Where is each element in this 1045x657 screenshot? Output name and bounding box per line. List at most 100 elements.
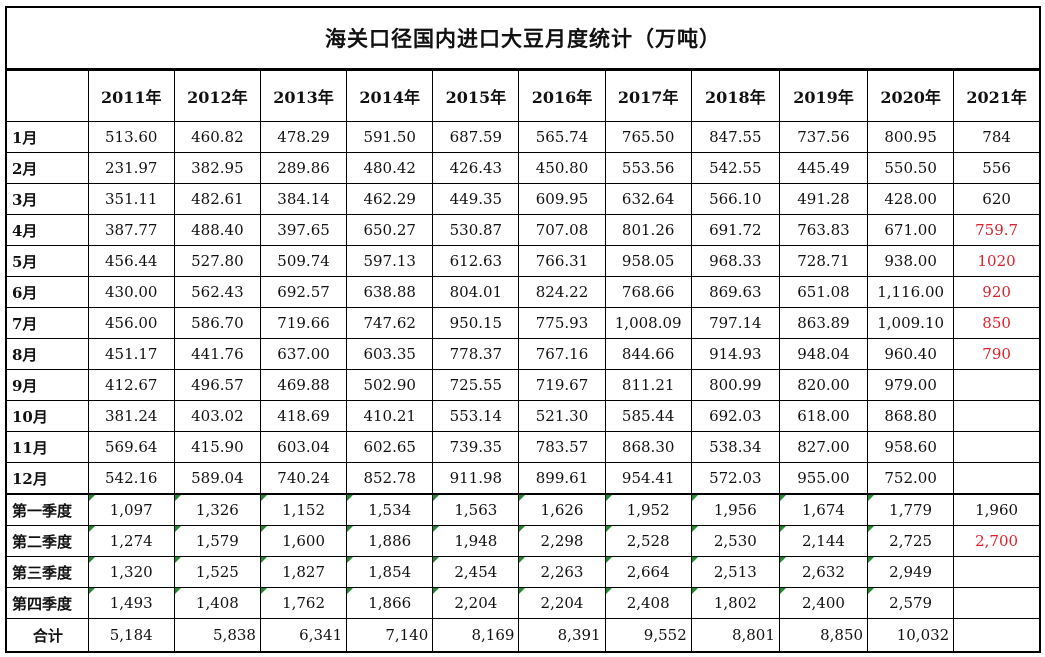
table-cell[interactable]: 403.02 <box>173 400 261 432</box>
row-label[interactable]: 6月 <box>4 276 89 308</box>
table-cell[interactable]: 620 <box>953 183 1042 215</box>
table-cell[interactable]: 1,827 <box>259 556 348 588</box>
table-cell[interactable]: 687.59 <box>432 121 520 153</box>
table-cell[interactable]: 1,493 <box>87 587 175 619</box>
table-cell[interactable]: 804.01 <box>432 276 520 308</box>
table-cell[interactable]: 811.21 <box>604 369 692 401</box>
table-cell[interactable]: 381.24 <box>87 400 175 432</box>
table-cell[interactable]: 914.93 <box>690 338 780 370</box>
table-cell[interactable]: 1,948 <box>432 525 520 557</box>
table-cell[interactable]: 824.22 <box>518 276 606 308</box>
table-cell[interactable]: 5,184 <box>87 618 175 653</box>
table-cell[interactable]: 1,674 <box>778 493 869 526</box>
table-cell[interactable]: 612.63 <box>432 245 520 277</box>
table-cell[interactable]: 948.04 <box>778 338 869 370</box>
table-cell[interactable]: 2,579 <box>867 587 955 619</box>
table-cell[interactable]: 384.14 <box>259 183 348 215</box>
column-header[interactable]: 2018年 <box>690 70 780 122</box>
table-cell[interactable]: 2,204 <box>432 587 520 619</box>
row-label[interactable]: 1月 <box>4 121 89 153</box>
table-cell[interactable]: 445.49 <box>778 152 869 184</box>
table-cell[interactable]: 950.15 <box>432 307 520 339</box>
table-cell[interactable]: 1020 <box>953 245 1042 277</box>
table-cell[interactable]: 2,530 <box>690 525 780 557</box>
table-cell[interactable]: 562.43 <box>173 276 261 308</box>
table-cell[interactable]: 725.55 <box>432 369 520 401</box>
table-cell[interactable]: 569.64 <box>87 431 175 463</box>
table-cell[interactable]: 1,886 <box>346 525 434 557</box>
table-cell[interactable] <box>953 587 1042 619</box>
row-label[interactable]: 12月 <box>4 462 89 495</box>
table-cell[interactable]: 1,952 <box>604 493 692 526</box>
row-label[interactable]: 第一季度 <box>4 493 89 526</box>
column-header[interactable]: 2012年 <box>173 70 261 122</box>
table-cell[interactable]: 289.86 <box>259 152 348 184</box>
table-cell[interactable]: 2,263 <box>518 556 606 588</box>
table-cell[interactable]: 783.57 <box>518 431 606 463</box>
table-cell[interactable]: 765.50 <box>604 121 692 153</box>
table-cell[interactable]: 8,850 <box>778 618 869 653</box>
row-label[interactable]: 3月 <box>4 183 89 215</box>
table-cell[interactable]: 469.88 <box>259 369 348 401</box>
table-cell[interactable]: 1,116.00 <box>867 276 955 308</box>
table-cell[interactable]: 397.65 <box>259 214 348 246</box>
table-cell[interactable]: 10,032 <box>867 618 955 653</box>
table-cell[interactable]: 800.99 <box>690 369 780 401</box>
table-cell[interactable]: 784 <box>953 121 1042 153</box>
table-cell[interactable]: 441.76 <box>173 338 261 370</box>
column-header[interactable]: 2011年 <box>87 70 175 122</box>
table-cell[interactable]: 597.13 <box>346 245 434 277</box>
row-label[interactable]: 11月 <box>4 431 89 463</box>
table-cell[interactable]: 820.00 <box>778 369 869 401</box>
table-cell[interactable]: 1,802 <box>690 587 780 619</box>
table-cell[interactable]: 609.95 <box>518 183 606 215</box>
table-cell[interactable]: 790 <box>953 338 1042 370</box>
table-cell[interactable]: 553.14 <box>432 400 520 432</box>
column-header[interactable]: 2020年 <box>867 70 955 122</box>
table-cell[interactable]: 968.33 <box>690 245 780 277</box>
table-cell[interactable]: 231.97 <box>87 152 175 184</box>
column-header[interactable] <box>4 70 89 122</box>
table-cell[interactable]: 1,326 <box>173 493 261 526</box>
table-cell[interactable]: 428.00 <box>867 183 955 215</box>
table-cell[interactable]: 1,866 <box>346 587 434 619</box>
table-cell[interactable]: 747.62 <box>346 307 434 339</box>
table-cell[interactable]: 691.72 <box>690 214 780 246</box>
column-header[interactable]: 2017年 <box>604 70 692 122</box>
table-cell[interactable]: 2,298 <box>518 525 606 557</box>
table-cell[interactable]: 2,400 <box>778 587 869 619</box>
table-cell[interactable]: 585.44 <box>604 400 692 432</box>
row-label[interactable]: 5月 <box>4 245 89 277</box>
table-cell[interactable]: 387.77 <box>87 214 175 246</box>
table-cell[interactable]: 513.60 <box>87 121 175 153</box>
table-cell[interactable]: 955.00 <box>778 462 869 495</box>
table-cell[interactable]: 456.00 <box>87 307 175 339</box>
table-cell[interactable]: 763.83 <box>778 214 869 246</box>
table-cell[interactable]: 958.60 <box>867 431 955 463</box>
table-cell[interactable]: 1,854 <box>346 556 434 588</box>
row-label[interactable]: 第四季度 <box>4 587 89 619</box>
table-cell[interactable]: 740.24 <box>259 462 348 495</box>
column-header[interactable]: 2021年 <box>953 70 1042 122</box>
table-cell[interactable]: 530.87 <box>432 214 520 246</box>
table-cell[interactable]: 637.00 <box>259 338 348 370</box>
table-cell[interactable]: 778.37 <box>432 338 520 370</box>
table-cell[interactable]: 1,579 <box>173 525 261 557</box>
table-cell[interactable]: 488.40 <box>173 214 261 246</box>
table-cell[interactable]: 707.08 <box>518 214 606 246</box>
table-cell[interactable]: 768.66 <box>604 276 692 308</box>
table-cell[interactable]: 2,664 <box>604 556 692 588</box>
table-cell[interactable] <box>953 431 1042 463</box>
table-cell[interactable]: 618.00 <box>778 400 869 432</box>
table-cell[interactable]: 868.30 <box>604 431 692 463</box>
table-cell[interactable]: 954.41 <box>604 462 692 495</box>
row-label[interactable]: 2月 <box>4 152 89 184</box>
table-cell[interactable]: 938.00 <box>867 245 955 277</box>
table-cell[interactable]: 553.56 <box>604 152 692 184</box>
table-cell[interactable]: 766.31 <box>518 245 606 277</box>
table-cell[interactable]: 572.03 <box>690 462 780 495</box>
table-cell[interactable]: 415.90 <box>173 431 261 463</box>
table-cell[interactable]: 1,009.10 <box>867 307 955 339</box>
table-cell[interactable]: 847.55 <box>690 121 780 153</box>
table-cell[interactable]: 412.67 <box>87 369 175 401</box>
